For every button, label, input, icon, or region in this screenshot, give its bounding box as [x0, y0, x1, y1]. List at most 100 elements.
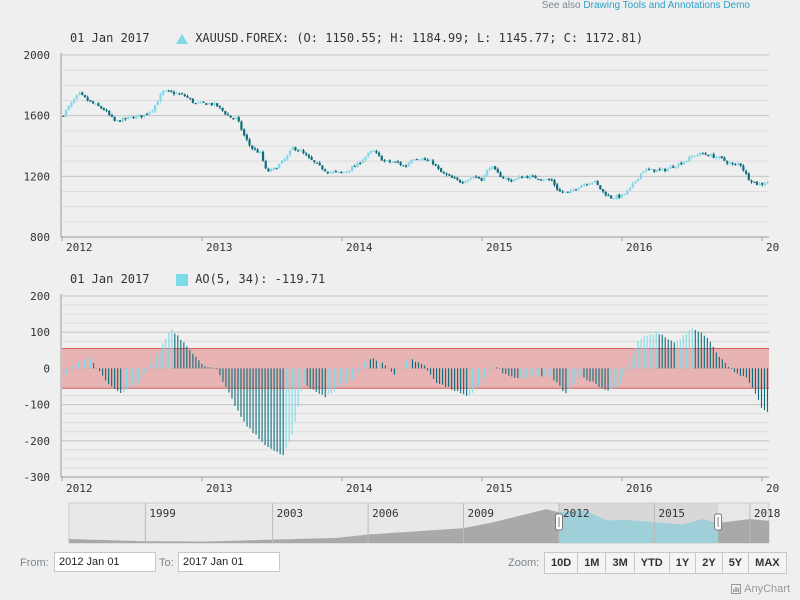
scroller-tick-label: 2018 — [754, 507, 781, 520]
candle-body — [761, 183, 764, 185]
candle-body — [73, 99, 76, 103]
candle-body — [391, 162, 394, 164]
candle-body — [426, 159, 429, 161]
candle-body — [64, 109, 68, 117]
see-also-link[interactable]: Drawing Tools and Annotations Demo — [583, 0, 750, 11]
ao-x-tick-label: 2013 — [206, 482, 233, 495]
ao-y-tick-label: -300 — [24, 471, 51, 484]
candle-body — [494, 166, 497, 170]
candle-body — [440, 168, 443, 173]
candle-body — [537, 178, 540, 180]
candle-body — [547, 179, 551, 181]
candle-body — [677, 163, 680, 167]
candle-body — [502, 177, 505, 179]
candle-body — [326, 171, 329, 174]
candle-body — [243, 129, 246, 136]
candle-body — [110, 114, 114, 117]
candle-body — [100, 106, 103, 109]
candle-body — [666, 168, 669, 172]
zoom-10d-button[interactable]: 10D — [545, 553, 579, 573]
candle-body — [145, 113, 149, 115]
zoom-5y-button[interactable]: 5Y — [722, 553, 750, 573]
candle-body — [423, 158, 427, 161]
candle-body — [348, 170, 351, 172]
candle-body — [437, 165, 440, 169]
candle-body — [210, 102, 213, 106]
candle-body — [634, 181, 637, 183]
scroller-tick-label: 1999 — [149, 507, 176, 520]
candle-body — [162, 90, 165, 95]
candle-body — [337, 171, 340, 173]
candle-body — [669, 166, 672, 169]
candle-body — [723, 157, 726, 161]
zoom-ytd-button[interactable]: YTD — [634, 553, 670, 573]
candle-body — [526, 176, 529, 179]
candle-body — [496, 168, 499, 173]
candle-body — [458, 179, 462, 183]
candle-body — [529, 175, 532, 179]
candle-body — [661, 168, 664, 170]
candle-body — [483, 175, 486, 182]
zoom-label: Zoom: — [508, 557, 540, 569]
candle-body — [259, 151, 262, 153]
candle-body — [591, 182, 594, 184]
candle-body — [672, 166, 675, 168]
candle-body — [429, 160, 432, 162]
anychart-logo-icon — [731, 584, 742, 594]
candle-body — [229, 115, 232, 118]
credits[interactable]: AnyChart — [731, 583, 790, 595]
zoom-2y-button[interactable]: 2Y — [696, 553, 723, 573]
price-x-tick-label: 2015 — [486, 241, 513, 254]
candle-body — [755, 181, 758, 185]
candle-body — [680, 162, 683, 165]
candle-body — [583, 184, 586, 186]
zoom-1y-button[interactable]: 1Y — [669, 553, 697, 573]
candle-body — [361, 160, 364, 163]
candle-body — [593, 180, 597, 183]
candle-body — [129, 116, 132, 118]
ao-legend-date: 01 Jan 2017 — [70, 272, 150, 286]
candle-body — [270, 168, 273, 172]
to-date-input[interactable] — [178, 552, 280, 572]
candle-body — [612, 198, 615, 200]
scroller-tick-label: 2006 — [372, 507, 399, 520]
candle-body — [83, 95, 87, 98]
candle-body — [534, 175, 537, 179]
candle-body — [310, 156, 313, 160]
zoom-max-button[interactable]: MAX — [749, 553, 786, 573]
candle-body — [742, 165, 745, 171]
candle-body — [450, 175, 454, 178]
candle-body — [234, 117, 238, 119]
candle-body — [91, 101, 95, 104]
candle-body — [504, 178, 507, 180]
from-date-input[interactable] — [54, 552, 156, 572]
candle-body — [342, 172, 346, 174]
candle-body — [324, 169, 327, 172]
candle-body — [637, 178, 640, 182]
candle-body — [642, 171, 645, 174]
candle-body — [682, 162, 686, 165]
candle-body — [480, 177, 483, 181]
see-also-prefix: See also — [541, 0, 581, 11]
candle-body — [105, 110, 108, 112]
candle-body — [720, 156, 723, 158]
candle-body — [264, 161, 267, 169]
zoom-1m-button[interactable]: 1M — [578, 553, 607, 573]
candle-body — [94, 103, 97, 105]
candle-body — [410, 159, 413, 164]
candle-body — [318, 162, 321, 166]
candle-body — [507, 177, 510, 180]
square-icon — [175, 273, 188, 286]
candle-body — [261, 151, 265, 161]
candle-body — [178, 93, 181, 95]
candle-body — [475, 176, 478, 178]
ao-x-tick-label: 2015 — [486, 482, 513, 495]
ao-legend-text: AO(5, 34): -119.71 — [195, 272, 326, 286]
zoom-3m-button[interactable]: 3M — [606, 553, 635, 573]
candle-body — [618, 194, 621, 198]
candle-body — [396, 161, 400, 163]
candle-body — [232, 118, 235, 120]
candle-body — [620, 194, 624, 198]
candle-body — [127, 116, 130, 119]
